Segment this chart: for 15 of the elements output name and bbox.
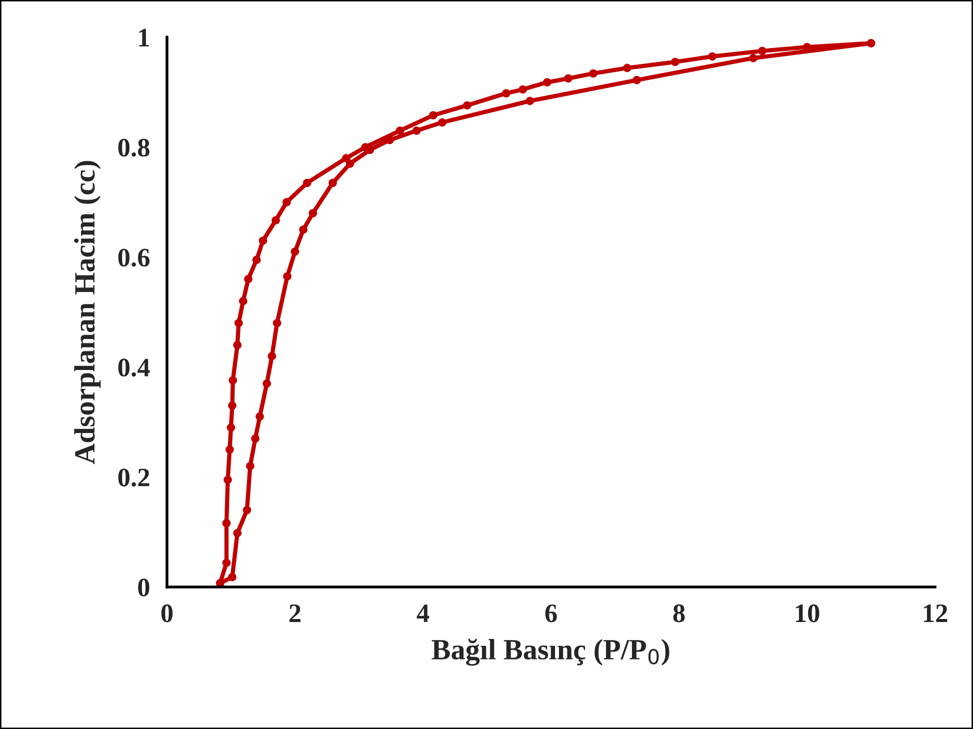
y-tick-label: 0.4: [118, 358, 150, 377]
y-tick-label: 0.8: [118, 138, 150, 157]
x-tick-label: 8: [673, 604, 685, 622]
x-axis-title: Bağıl Basınç (P/P$_{0}$): [432, 638, 670, 666]
y-tick-label: 0.6: [118, 248, 150, 267]
x-tick-label: 2: [289, 604, 300, 622]
y-tick-label: 1: [139, 28, 149, 46]
y-tick-label: 0: [138, 578, 150, 596]
x-tick-label: 6: [545, 604, 557, 622]
x-tick-label: 10: [796, 604, 820, 622]
y-axis-title: Adsorplanan Hacim (cc): [74, 161, 101, 464]
x-tick-label: 0: [161, 604, 173, 622]
x-tick-label: 12: [924, 604, 948, 622]
y-tick-label: 0.2: [118, 468, 150, 487]
x-tick-label: 4: [416, 604, 430, 622]
